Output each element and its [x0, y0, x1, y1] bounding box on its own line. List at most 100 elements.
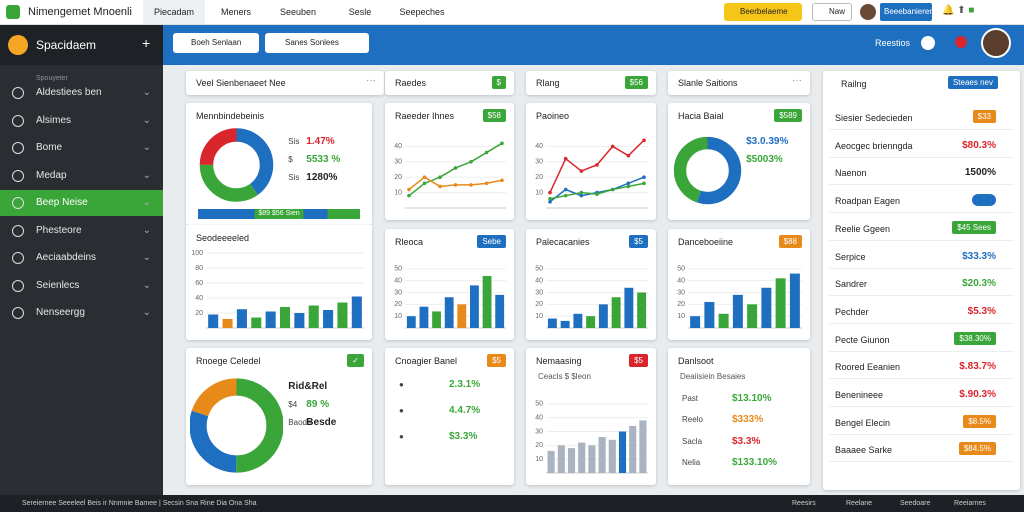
row-value: Rid&Rel [288, 381, 328, 392]
point [595, 192, 599, 196]
user-name[interactable]: Beeebanieren [880, 3, 934, 21]
point [407, 193, 411, 198]
row-label: Sis [288, 137, 300, 146]
list-divider [829, 350, 1014, 352]
y-tick-label: 20 [535, 174, 543, 181]
bar [557, 445, 565, 473]
nav-tab[interactable]: Piecadam [143, 0, 205, 24]
panel: Rleoca Sebe 50 40 30 20 10 [385, 229, 514, 340]
menu-dots: ··· [792, 75, 802, 86]
point [610, 144, 615, 149]
chart [190, 378, 283, 473]
footer-link[interactable]: Reelane [846, 500, 873, 507]
y-tick-label: 80 [195, 265, 203, 272]
icon [12, 224, 24, 237]
sidebar-head: Spacidaem + [0, 25, 163, 65]
sidebar-item[interactable]: Aeciaabdeins ⌄ [0, 245, 163, 271]
footer-link[interactable]: Reesirs [792, 500, 816, 507]
nav-tab[interactable]: Seepeches [399, 7, 445, 17]
nav-tab[interactable]: Sesle [348, 7, 372, 17]
chevron: ⌄ [142, 279, 151, 291]
footer-link[interactable]: Seedoare [900, 500, 931, 507]
point [500, 178, 504, 183]
sidebar-item[interactable]: Medap ⌄ [0, 163, 163, 189]
panel: Nemaasing $5 Ceacls $ $leon 50 40 30 20 10 [526, 348, 656, 485]
side-title: Railng [841, 79, 867, 89]
cta-button[interactable]: Beerbelaeme [724, 3, 802, 21]
search-2[interactable]: Sanes Sonlees [265, 33, 369, 53]
bar [761, 287, 772, 328]
icon [12, 142, 24, 154]
y-tick-label: 50 [535, 401, 543, 408]
footer-link[interactable]: Reeiarnes [954, 500, 986, 507]
chevron: ⌄ [142, 142, 151, 153]
panel-title: Mennbindebeinis [196, 111, 265, 121]
toggle[interactable] [972, 194, 996, 207]
bar [406, 316, 416, 328]
row-label: ● [399, 406, 404, 415]
bar [747, 304, 758, 328]
list-label: Siesier Sedecieden [835, 113, 913, 123]
list-value: $.90.3% [959, 389, 996, 400]
item-label: Medap [36, 169, 67, 181]
point [469, 183, 473, 187]
list-label: Reelie Ggeen [835, 223, 891, 234]
row-label: Past [682, 394, 699, 403]
header-card: Veel Sienbenaeet Nee ··· [186, 71, 384, 95]
nav-tab[interactable]: Meners [220, 7, 251, 17]
item-label: Bome [36, 142, 63, 153]
sidebar-item[interactable]: Aldestiees ben ⌄ [0, 80, 163, 106]
panel: Hacia Baial $589 $3.0.39% $5003% [668, 103, 810, 220]
y-tick-label: 30 [535, 428, 543, 435]
list-divider [829, 184, 1014, 186]
row-value: 1280% [306, 172, 338, 183]
point [579, 190, 584, 195]
chart: 50 40 30 20 10 [535, 401, 648, 474]
sidebar-item[interactable]: Alsimes ⌄ [0, 108, 163, 134]
y-tick-label: 50 [394, 266, 402, 273]
progress-label: $89 $56 Sien [258, 210, 300, 217]
row-value: $3.0.39% [746, 136, 789, 147]
side-button[interactable]: Steaes nev [947, 76, 998, 89]
header-icon[interactable] [955, 36, 967, 48]
row-label: $ [288, 155, 293, 164]
nav-tab[interactable]: Seeuben [279, 7, 317, 17]
sidebar-item[interactable]: Beep Neise ⌄ [0, 190, 163, 216]
donut-slice [190, 378, 283, 473]
sidebar-item[interactable]: Nenseergg ⌄ [0, 300, 163, 326]
item-label: Phesteore [36, 224, 82, 236]
chevron: ⌄ [142, 114, 151, 126]
list-divider [829, 406, 1014, 407]
panel: Paoineo 40 30 20 10 [526, 103, 656, 220]
chart: 100 80 60 40 20 [191, 250, 364, 329]
search-1[interactable]: Boeh Senlaan [173, 33, 259, 53]
chevron: ⌄ [142, 87, 151, 98]
chart: 40 30 20 10 [535, 138, 648, 209]
bar [495, 294, 505, 328]
new-button[interactable]: Naw [812, 3, 852, 21]
y-tick-label: 40 [677, 278, 685, 285]
bar [573, 313, 583, 328]
panel-title: Raeeder Ihnes [395, 111, 455, 121]
y-tick-label: 40 [535, 278, 543, 285]
header-link[interactable]: Reestios [875, 38, 911, 48]
add-button[interactable]: + [142, 35, 151, 51]
row-value: 5533 % [306, 154, 341, 165]
top-bar: Nimengemet Mnoenli Beerbelaeme Naw Beeeb… [0, 0, 1024, 25]
panel-title: Palecacanies [536, 237, 590, 247]
panel-title: Rnoege Celedel [196, 356, 261, 366]
chevron: ⌄ [142, 169, 151, 181]
badge: $88 [778, 235, 802, 248]
sidebar-item[interactable]: Seienlecs ⌄ [0, 273, 163, 299]
header-icon[interactable] [921, 36, 935, 50]
y-tick-label: 60 [195, 280, 203, 287]
panel: Mennbindebeinis Sis 1.47% $5533 % Sis 1280% $8… [186, 103, 372, 225]
sidebar-item[interactable]: Bome ⌄ [0, 135, 163, 161]
point [453, 166, 458, 170]
point [579, 169, 584, 173]
item-label: Beep Neise [36, 197, 88, 208]
icon-bar: 🔔 ⬆ ■ [942, 5, 975, 16]
bar [611, 297, 621, 328]
sidebar-item[interactable]: Phesteore ⌄ [0, 218, 163, 244]
profile-avatar[interactable] [981, 28, 1011, 58]
